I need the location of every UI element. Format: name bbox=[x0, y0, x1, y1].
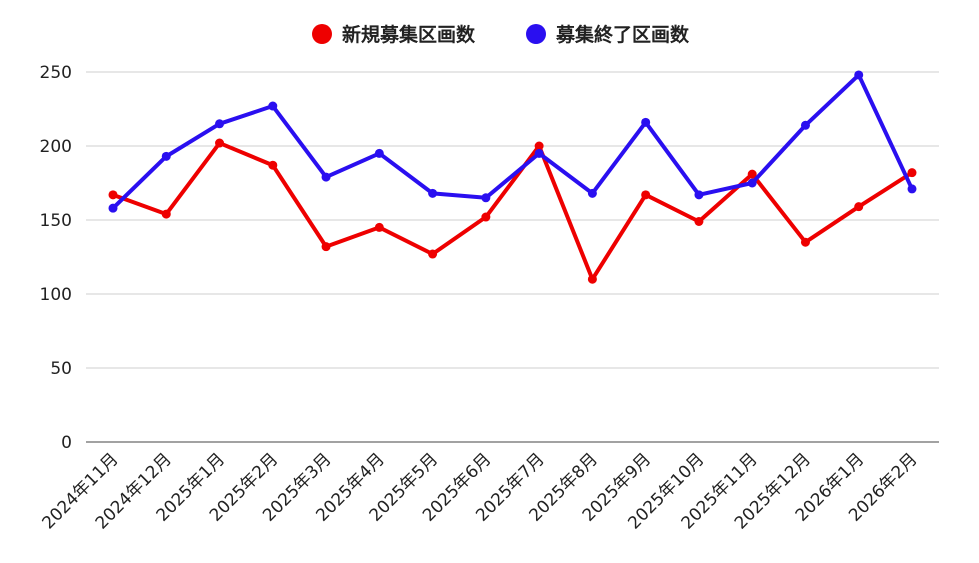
data-point-1-11 bbox=[694, 190, 704, 200]
data-point-0-6 bbox=[428, 249, 438, 259]
data-point-0-4 bbox=[321, 242, 331, 252]
data-point-1-5 bbox=[374, 148, 384, 158]
data-point-1-8 bbox=[534, 148, 544, 158]
y-tick-label: 150 bbox=[40, 211, 72, 231]
data-point-0-14 bbox=[854, 202, 864, 212]
y-axis-ticks: 0 50 100 150 200 250 bbox=[40, 63, 72, 453]
x-axis-ticks: 2024年11月2024年12月2025年1月2025年2月2025年3月202… bbox=[38, 449, 921, 533]
data-point-1-6 bbox=[428, 188, 438, 198]
data-point-0-13 bbox=[800, 237, 810, 247]
data-point-0-2 bbox=[215, 138, 225, 148]
legend-label-ended-listings: 募集終了区画数 bbox=[555, 23, 690, 46]
data-point-1-12 bbox=[747, 178, 757, 188]
data-point-1-2 bbox=[215, 119, 225, 129]
data-point-1-9 bbox=[587, 188, 597, 198]
legend: 新規募集区画数 募集終了区画数 bbox=[312, 23, 690, 46]
legend-label-new-listings: 新規募集区画数 bbox=[342, 23, 476, 46]
data-point-1-1 bbox=[161, 151, 171, 161]
data-point-1-3 bbox=[268, 101, 278, 111]
data-point-1-14 bbox=[854, 70, 864, 80]
y-tick-label: 200 bbox=[40, 137, 72, 157]
data-point-1-7 bbox=[481, 193, 491, 203]
data-point-0-8 bbox=[534, 141, 544, 151]
data-point-0-11 bbox=[694, 216, 704, 226]
data-point-0-15 bbox=[907, 168, 917, 178]
data-point-0-7 bbox=[481, 212, 491, 222]
data-point-0-9 bbox=[587, 274, 597, 284]
legend-marker-ended-listings bbox=[526, 24, 546, 44]
series-line-1 bbox=[111, 72, 914, 211]
data-point-0-12 bbox=[747, 169, 757, 179]
y-tick-label: 100 bbox=[40, 285, 72, 305]
data-point-0-10 bbox=[641, 190, 651, 200]
data-point-1-15 bbox=[907, 184, 917, 194]
y-tick-label: 250 bbox=[40, 63, 72, 83]
data-point-1-13 bbox=[800, 120, 810, 130]
data-point-0-3 bbox=[268, 160, 278, 170]
series-line-0 bbox=[111, 141, 914, 282]
series-group bbox=[108, 70, 917, 284]
data-point-0-1 bbox=[161, 209, 171, 219]
data-point-1-0 bbox=[108, 203, 118, 213]
data-point-1-4 bbox=[321, 172, 331, 182]
y-tick-label: 0 bbox=[61, 433, 72, 453]
data-point-0-0 bbox=[108, 190, 118, 200]
y-tick-label: 50 bbox=[50, 359, 72, 379]
data-point-0-5 bbox=[374, 222, 384, 232]
data-point-1-10 bbox=[641, 117, 651, 127]
legend-marker-new-listings bbox=[312, 24, 332, 44]
